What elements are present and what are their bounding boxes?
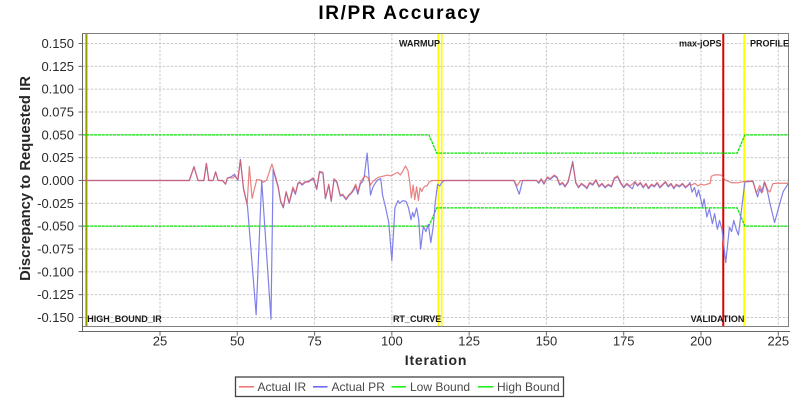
- svg-text:max-jOPS: max-jOPS: [679, 38, 722, 48]
- svg-text:Iteration: Iteration: [405, 352, 467, 368]
- svg-text:0.100: 0.100: [41, 82, 74, 97]
- svg-text:PROFILE: PROFILE: [750, 38, 789, 48]
- svg-text:75: 75: [307, 334, 321, 349]
- svg-text:WARMUP: WARMUP: [399, 38, 440, 48]
- svg-text:0.050: 0.050: [41, 127, 74, 142]
- svg-text:Low Bound: Low Bound: [410, 380, 470, 394]
- svg-text:VALIDATION: VALIDATION: [691, 314, 745, 324]
- svg-text:100: 100: [381, 334, 403, 349]
- svg-text:0.075: 0.075: [41, 105, 74, 120]
- svg-text:-0.100: -0.100: [37, 264, 74, 279]
- svg-text:Actual IR: Actual IR: [258, 380, 307, 394]
- svg-text:-0.150: -0.150: [37, 310, 74, 325]
- svg-text:RT_CURVE: RT_CURVE: [393, 314, 441, 324]
- svg-text:50: 50: [230, 334, 244, 349]
- svg-text:0.025: 0.025: [41, 150, 74, 165]
- svg-text:Discrepancy to Requested IR: Discrepancy to Requested IR: [18, 76, 34, 281]
- svg-text:225: 225: [767, 334, 789, 349]
- svg-text:125: 125: [458, 334, 480, 349]
- svg-text:0.150: 0.150: [41, 36, 74, 51]
- svg-text:0.000: 0.000: [41, 173, 74, 188]
- svg-text:25: 25: [153, 334, 167, 349]
- svg-text:HIGH_BOUND_IR: HIGH_BOUND_IR: [87, 314, 162, 324]
- svg-text:0.125: 0.125: [41, 59, 74, 74]
- svg-text:-0.050: -0.050: [37, 219, 74, 234]
- svg-text:-0.125: -0.125: [37, 287, 74, 302]
- svg-text:175: 175: [613, 334, 635, 349]
- svg-text:IR/PR Accuracy: IR/PR Accuracy: [318, 3, 481, 24]
- svg-text:150: 150: [536, 334, 558, 349]
- svg-text:-0.025: -0.025: [37, 196, 74, 211]
- svg-text:-0.075: -0.075: [37, 242, 74, 257]
- svg-text:High Bound: High Bound: [497, 380, 560, 394]
- svg-text:Actual PR: Actual PR: [332, 380, 386, 394]
- svg-text:200: 200: [690, 334, 712, 349]
